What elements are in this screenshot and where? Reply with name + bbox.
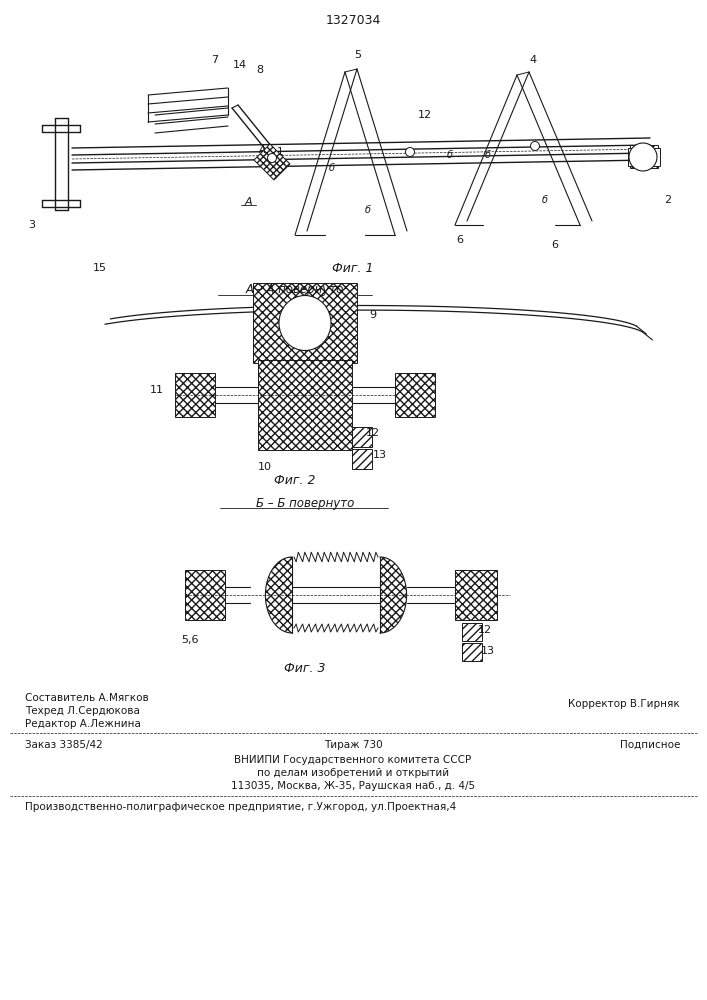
Bar xyxy=(630,145,658,151)
Text: 15: 15 xyxy=(93,263,107,273)
Text: A: A xyxy=(244,197,252,207)
Polygon shape xyxy=(254,144,290,180)
Text: Производственно-полиграфическое предприятие, г.Ужгород, ул.Проектная,4: Производственно-полиграфическое предприя… xyxy=(25,802,456,812)
Bar xyxy=(395,373,435,417)
Bar xyxy=(352,449,372,469)
Bar xyxy=(455,570,497,620)
Bar xyxy=(395,373,435,417)
Bar xyxy=(352,427,372,447)
Text: 13: 13 xyxy=(481,646,495,656)
Text: 12: 12 xyxy=(478,625,492,635)
Bar xyxy=(258,360,352,450)
Bar xyxy=(253,283,357,363)
Text: Тираж 730: Тираж 730 xyxy=(324,740,382,750)
Bar xyxy=(462,643,482,661)
Text: 6: 6 xyxy=(457,235,464,245)
Text: 2: 2 xyxy=(665,195,672,205)
Text: А – А повернуто: А – А повернуто xyxy=(246,284,344,296)
Text: 11: 11 xyxy=(150,385,164,395)
Text: 9: 9 xyxy=(370,310,377,320)
Text: Техред Л.Сердюкова: Техред Л.Сердюкова xyxy=(25,706,140,716)
Bar xyxy=(185,570,225,620)
Text: по делам изобретений и открытий: по делам изобретений и открытий xyxy=(257,768,449,778)
Bar xyxy=(462,623,482,641)
Text: 6: 6 xyxy=(551,240,559,250)
Text: 13: 13 xyxy=(373,450,387,460)
Circle shape xyxy=(530,141,539,150)
Text: Корректор В.Гирняк: Корректор В.Гирняк xyxy=(568,699,680,709)
Bar xyxy=(462,623,482,641)
Bar xyxy=(628,148,660,166)
Text: б: б xyxy=(542,195,548,205)
Bar xyxy=(630,162,658,168)
Bar xyxy=(175,373,215,417)
Text: б: б xyxy=(447,150,453,160)
Text: б: б xyxy=(365,205,371,215)
Bar xyxy=(258,360,352,450)
Text: Б – Б повернуто: Б – Б повернуто xyxy=(256,496,354,510)
Bar xyxy=(462,643,482,661)
Text: 5,6: 5,6 xyxy=(181,635,199,645)
Text: 14: 14 xyxy=(233,60,247,70)
Bar xyxy=(630,145,658,151)
Text: 3: 3 xyxy=(28,220,35,230)
Bar xyxy=(175,373,215,417)
Bar xyxy=(352,427,372,447)
Text: A: A xyxy=(259,145,265,155)
Text: Подписное: Подписное xyxy=(619,740,680,750)
Text: 12: 12 xyxy=(418,110,432,120)
Text: 113035, Москва, Ж-35, Раушская наб., д. 4/5: 113035, Москва, Ж-35, Раушская наб., д. … xyxy=(231,781,475,791)
Bar xyxy=(630,162,658,168)
Text: Составитель А.Мягков: Составитель А.Мягков xyxy=(25,693,148,703)
Text: 1327034: 1327034 xyxy=(325,13,380,26)
Circle shape xyxy=(629,143,657,171)
Bar xyxy=(185,570,225,620)
Text: 5: 5 xyxy=(354,50,361,60)
Circle shape xyxy=(267,153,276,162)
Text: 12: 12 xyxy=(366,428,380,438)
Text: Фиг. 1: Фиг. 1 xyxy=(332,261,374,274)
Text: б: б xyxy=(485,150,491,160)
Bar xyxy=(253,283,357,363)
Text: ВНИИПИ Государственного комитета СССР: ВНИИПИ Государственного комитета СССР xyxy=(235,755,472,765)
Ellipse shape xyxy=(279,296,331,351)
Text: Фиг. 2: Фиг. 2 xyxy=(274,474,316,487)
Text: 1: 1 xyxy=(276,147,284,157)
Circle shape xyxy=(406,147,414,156)
Text: б: б xyxy=(329,163,335,173)
Bar xyxy=(352,449,372,469)
Text: 10: 10 xyxy=(258,462,272,472)
Text: 4: 4 xyxy=(530,55,537,65)
Text: Заказ 3385/42: Заказ 3385/42 xyxy=(25,740,103,750)
Text: Редактор А.Лежнина: Редактор А.Лежнина xyxy=(25,719,141,729)
Text: Фиг. 3: Фиг. 3 xyxy=(284,662,326,674)
Text: 8: 8 xyxy=(257,65,264,75)
Text: 7: 7 xyxy=(211,55,218,65)
Bar xyxy=(455,570,497,620)
